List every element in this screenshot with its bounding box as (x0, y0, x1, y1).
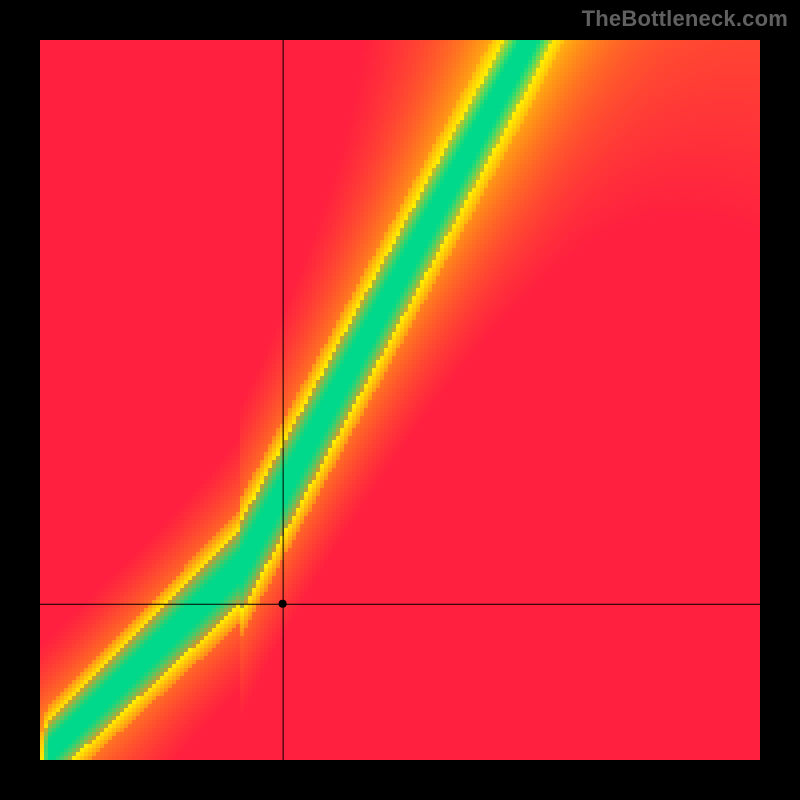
bottleneck-heatmap (40, 40, 760, 760)
watermark-text: TheBottleneck.com (582, 6, 788, 32)
